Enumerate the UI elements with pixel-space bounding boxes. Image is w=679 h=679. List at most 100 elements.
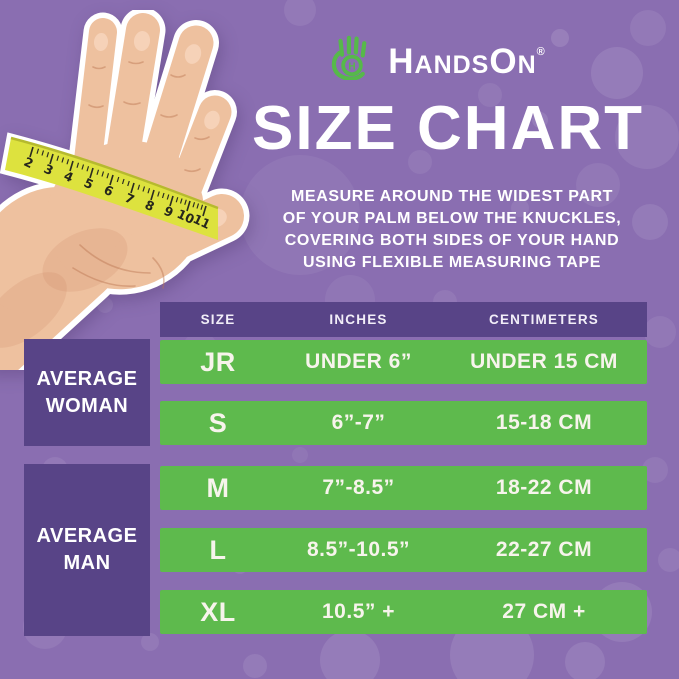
handson-hand-icon: H	[332, 35, 367, 80]
tape-tick	[106, 173, 110, 179]
logo-h-letter: H	[349, 61, 356, 72]
tape-tick	[196, 203, 200, 209]
bubble	[292, 447, 308, 463]
bubble	[565, 642, 605, 679]
col-header-inches: INCHES	[329, 312, 388, 327]
hand-skin	[0, 13, 244, 370]
registered-mark: ®	[536, 46, 546, 58]
tape-tick	[150, 189, 155, 201]
group-label-line: AVERAGE	[36, 525, 138, 547]
tape-tick	[186, 200, 191, 212]
size-cell: JR	[200, 346, 236, 377]
instruction-line: COVERING BOTH SIDES OF YOUR HAND	[284, 232, 620, 249]
group-label-average-man: AVERAGE MAN	[24, 464, 150, 636]
tape-tick	[101, 171, 105, 177]
measuring-tape: 2 3 4 5 6 7 8 9 10 11	[5, 136, 219, 240]
tape-number: 10	[175, 206, 197, 227]
bubble	[408, 150, 432, 174]
size-row-jr: JR UNDER 6” UNDER 15 CM	[160, 340, 647, 384]
instruction-line: USING FLEXIBLE MEASURING TAPE	[302, 254, 601, 271]
size-cell: XL	[200, 596, 236, 627]
tape-tick	[29, 146, 34, 158]
page-title: SIZE CHART	[252, 94, 644, 163]
measure-instructions: MEASURE AROUND THE WIDEST PART OF YOUR P…	[240, 186, 664, 274]
centimeters-cell: 15-18 CM	[495, 411, 593, 434]
inches-cell: 6”-7”	[331, 411, 386, 434]
bubble	[644, 316, 676, 348]
group-label-line: WOMAN	[45, 394, 129, 417]
hand-creases	[72, 61, 210, 289]
size-cell: L	[209, 534, 227, 565]
bubble	[632, 204, 668, 240]
tape-tick	[184, 199, 187, 205]
tape-tick	[66, 159, 70, 165]
tape-tick	[147, 188, 151, 194]
tape-tick	[61, 157, 65, 163]
tape-number: 11	[191, 211, 213, 232]
tape-tick	[49, 153, 54, 165]
centimeters-cell: 22-27 CM	[495, 538, 593, 561]
bubble	[615, 105, 679, 169]
brand-name-text: HandsOn	[388, 42, 537, 81]
bubble	[630, 10, 666, 46]
tape-tick	[161, 192, 165, 199]
bubble	[284, 0, 316, 26]
bubble	[658, 548, 679, 572]
inches-cell: 7”-8.5”	[322, 476, 395, 499]
size-row-xl: XL 10.5” + 27 CM +	[160, 590, 647, 634]
centimeters-cell: UNDER 15 CM	[470, 350, 618, 373]
tape-tick	[121, 178, 125, 185]
inches-cell: 8.5”-10.5”	[306, 538, 411, 561]
bubble	[240, 155, 360, 275]
group-label-average-woman: AVERAGE WOMAN	[24, 339, 150, 446]
hand-shading	[0, 228, 128, 348]
size-cell: M	[206, 472, 230, 503]
tape-tick	[109, 174, 114, 186]
centimeters-cell: 27 CM +	[502, 600, 586, 623]
inches-cell: UNDER 6”	[305, 350, 412, 373]
tape-tick	[192, 202, 196, 208]
tape-tick	[175, 197, 179, 203]
centimeters-cell: 18-22 CM	[495, 476, 593, 499]
tape-tick	[142, 186, 146, 192]
brand-name: HandsOn®	[388, 29, 546, 85]
instruction-line: OF YOUR PALM BELOW THE KNUCKLES,	[282, 210, 622, 227]
tape-tick	[137, 184, 141, 190]
bubble	[511, 199, 529, 217]
size-row-l: L 8.5”-10.5” 22-27 CM	[160, 528, 647, 572]
tape-tick	[127, 180, 130, 187]
tape-tick	[41, 150, 45, 156]
tape-tick	[179, 198, 183, 204]
inches-cell: 10.5” +	[322, 600, 395, 623]
tape-tick	[86, 166, 90, 172]
instruction-line: MEASURE AROUND THE WIDEST PART	[291, 188, 613, 205]
bubble	[141, 633, 159, 651]
tape-tick	[166, 194, 170, 200]
tape-tick	[157, 191, 160, 197]
group-label-line: AVERAGE	[36, 367, 138, 390]
table-header: SIZE INCHES CENTIMETERS	[160, 302, 647, 337]
bubble	[478, 83, 502, 107]
tape-tick	[200, 204, 204, 210]
col-header-centimeters: CENTIMETERS	[489, 312, 599, 327]
tape-tick	[96, 169, 100, 175]
tape-tick-marks	[29, 146, 207, 217]
bubble	[591, 47, 643, 99]
tape-tick	[76, 162, 80, 168]
tape-tick	[81, 164, 85, 170]
size-row-s: S 6”-7” 15-18 CM	[160, 401, 647, 445]
bubble	[320, 630, 380, 679]
col-header-size: SIZE	[200, 312, 236, 327]
tape-tick	[46, 152, 50, 158]
bubble	[532, 112, 548, 128]
brand-logo: H HandsOn®	[195, 28, 679, 86]
tape-tick	[169, 195, 174, 207]
tape-tick	[130, 182, 135, 194]
tape-tick	[116, 176, 120, 183]
bubble	[243, 654, 267, 678]
size-row-m: M 7”-8.5” 18-22 CM	[160, 466, 647, 510]
tape-tick	[69, 160, 74, 172]
tape-tick	[56, 155, 60, 161]
